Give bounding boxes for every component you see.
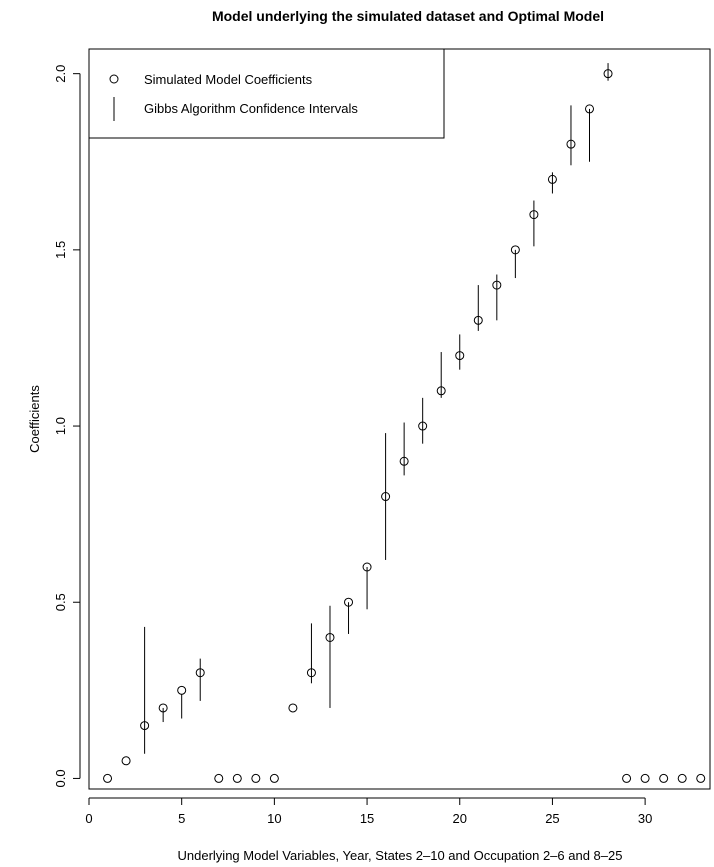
data-point (104, 774, 112, 782)
data-point (122, 757, 130, 765)
legend-box (89, 49, 444, 138)
confidence-intervals (145, 63, 608, 754)
x-tick-label: 30 (638, 811, 652, 826)
data-point (678, 774, 686, 782)
data-point (697, 774, 705, 782)
y-tick-label: 1.0 (53, 417, 68, 435)
data-point (178, 686, 186, 694)
x-tick-label: 5 (178, 811, 185, 826)
data-point (215, 774, 223, 782)
x-tick-label: 15 (360, 811, 374, 826)
y-tick-label: 2.0 (53, 65, 68, 83)
y-tick-label: 0.5 (53, 593, 68, 611)
data-point (623, 774, 631, 782)
x-tick-label: 0 (85, 811, 92, 826)
y-axis-label: Coefficients (27, 385, 42, 453)
x-axis-label: Underlying Model Variables, Year, States… (178, 848, 623, 863)
x-axis: 0 5 10 15 20 25 30 (85, 798, 652, 826)
x-tick-label: 20 (453, 811, 467, 826)
legend-label-simulated: Simulated Model Coefficients (144, 72, 313, 87)
data-point (641, 774, 649, 782)
data-point (233, 774, 241, 782)
y-axis: 0.0 0.5 1.0 1.5 2.0 (53, 65, 80, 788)
chart-title: Model underlying the simulated dataset a… (212, 8, 604, 24)
data-point (252, 774, 260, 782)
legend-label-gibbs: Gibbs Algorithm Confidence Intervals (144, 101, 358, 116)
x-tick-label: 25 (545, 811, 559, 826)
data-point (660, 774, 668, 782)
data-point (289, 704, 297, 712)
data-point (270, 774, 278, 782)
x-tick-label: 10 (267, 811, 281, 826)
y-tick-label: 1.5 (53, 241, 68, 259)
legend: Simulated Model Coefficients Gibbs Algor… (89, 49, 444, 138)
plot-frame (89, 49, 710, 789)
y-tick-label: 0.0 (53, 769, 68, 787)
